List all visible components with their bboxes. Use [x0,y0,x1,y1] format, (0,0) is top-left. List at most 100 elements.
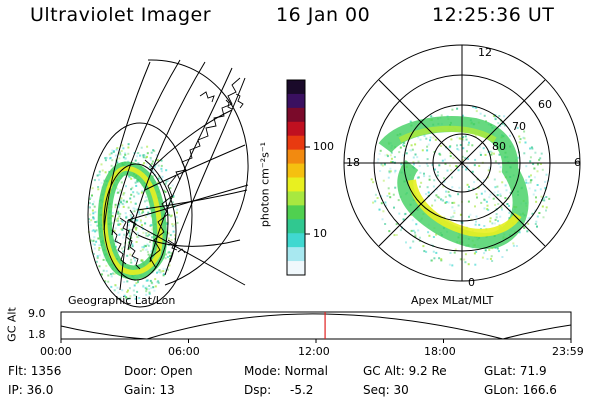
geo-pixel [123,294,126,297]
polar-pixel [384,201,387,204]
geo-pixel [132,289,135,292]
polar-pixel [432,190,435,193]
polar-pixel [454,165,457,167]
colorbar-cell [287,205,305,220]
polar-pixel [426,158,429,161]
geo-pixel [146,243,149,246]
polar-pixel [386,153,389,156]
geo-pixel [142,163,145,166]
flight-number: Flt: 1356 [8,364,62,378]
geo-pixel [143,162,146,165]
polar-pixel [522,136,525,139]
geo-pixel [171,184,174,187]
geo-pixel [122,193,125,196]
polar-pixel [414,153,417,156]
geo-pixel [141,246,144,249]
polar-pixel [464,157,467,159]
polar-pixel [449,155,452,158]
geo-pixel [118,153,121,156]
geo-pixel [124,200,126,203]
polar-pixel [528,175,531,178]
geo-pixel [150,224,153,227]
geo-pixel [100,182,103,184]
polar-pixel [518,135,521,138]
polar-pixel [466,165,469,168]
geo-pixel [147,244,150,247]
polar-pixel [440,114,443,117]
geo-pixel [141,260,144,263]
polar-pixel [501,208,503,211]
geo-pixel [155,154,158,157]
polar-pixel [410,213,412,216]
polar-pixel [415,223,418,226]
geo-pixel [129,253,132,256]
polar-pixel [498,170,501,173]
polar-pixel [432,136,435,139]
polar-pixel [422,245,425,248]
geo-pixel [110,285,113,288]
geo-pixel [94,211,97,214]
polar-pixel [383,163,386,166]
geo-pixel [105,264,108,267]
polar-pixel [542,216,545,219]
geo-pixel [89,213,92,216]
geo-pixel [127,146,130,149]
geo-pixel [123,246,126,249]
geo-pixel [175,211,178,214]
polar-pixel [452,156,455,159]
polar-pixel [402,144,405,146]
colorbar-cell [287,107,305,123]
polar-pixel [473,181,476,184]
geo-pixel [168,251,171,254]
polar-pixel [456,147,459,150]
geo-pixel [117,213,119,215]
polar-pixel [394,169,397,172]
polar-pixel [444,201,447,204]
polar-pixel [423,134,426,137]
geo-pixel [148,292,151,295]
polar-pixel [540,195,543,198]
polar-pixel [483,199,486,202]
geo-pixel [96,224,99,227]
geo-pixel [139,250,142,252]
geo-pixel [138,211,140,214]
geo-pixel [136,208,139,211]
geo-pixel [167,237,170,240]
polar-pixel [433,179,436,182]
colorbar-cell [287,121,305,137]
polar-pixel [394,186,397,189]
geo-pixel [119,296,122,299]
gain-value: Gain: 13 [124,383,175,397]
geo-pixel [88,221,91,223]
geo-pixel [149,207,151,210]
polar-pixel [479,112,482,115]
geo-pixel [153,289,156,292]
geo-pixel [149,279,152,282]
polar-pixel [387,176,390,179]
polar-pixel [483,252,486,255]
polar-pixel [526,219,529,222]
polar-pixel [435,233,438,236]
polar-pixel [393,156,396,158]
geographic-longitude: GLon: 166.6 [484,383,557,397]
polar-pixel [457,169,460,172]
polar-pixel [425,193,427,195]
geo-pixel [123,281,126,283]
geo-pixel [130,177,133,180]
geo-pixel [98,249,100,251]
polar-pixel [419,185,421,188]
geo-pixel [104,159,107,162]
geo-pixel [124,153,127,156]
polar-pixel [478,223,481,226]
geo-pixel [100,163,103,166]
geo-pixel [121,144,124,147]
polar-pixel [379,149,382,152]
geo-pixel [120,197,123,200]
polar-pixel [497,203,500,205]
geo-pixel [145,232,148,235]
geo-pixel [156,271,158,274]
geo-pixel [142,231,145,234]
geo-pixel [93,179,96,182]
polar-pixel [435,194,438,197]
